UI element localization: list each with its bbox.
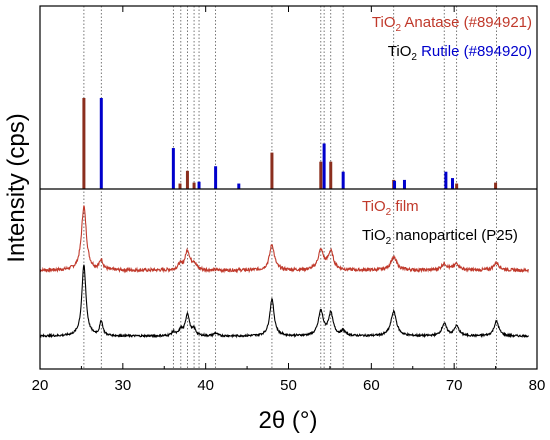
legend-nanoparticle-suffix: nanoparticel (P25): [391, 227, 518, 244]
legend-nanoparticle: TiO2 nanoparticel (P25): [362, 227, 518, 247]
legend-rutile-suffix: Rutile (#894920): [421, 43, 532, 60]
diffraction-patterns: [39, 205, 530, 339]
legend-rutile-sub: 2: [411, 52, 417, 63]
legend-nanoparticle-prefix: TiO: [362, 227, 386, 244]
plot-frame: [39, 5, 538, 370]
legend-anatase-suffix: Anatase (#894921): [401, 14, 532, 31]
x-tick-label: 20: [32, 377, 49, 394]
legend-anatase-sub: 2: [396, 23, 402, 34]
legend-nanoparticle-sub: 2: [386, 236, 392, 247]
y-axis-title: Intensity (cps): [3, 113, 30, 262]
pattern-line: [39, 264, 530, 339]
x-axis-title: 2θ (°): [259, 407, 318, 434]
legend-rutile: TiO2 Rutile (#894920): [388, 43, 532, 63]
legend-film-prefix: TiO: [362, 198, 386, 215]
legend-film: TiO2 film: [362, 198, 419, 218]
reference-sticks: [82, 98, 498, 189]
x-tick-label: 60: [363, 377, 380, 394]
pattern-line: [39, 205, 529, 274]
legend-film-suffix: film: [391, 198, 419, 215]
x-axis-ticks: 20 30 40 50 60 70 80: [32, 6, 546, 394]
x-tick-label: 50: [280, 377, 297, 394]
legend-anatase-prefix: TiO: [372, 14, 396, 31]
x-tick-label: 70: [446, 377, 463, 394]
x-tick-label: 40: [197, 377, 214, 394]
reference-lines: [83, 6, 497, 369]
legend-film-sub: 2: [386, 207, 392, 218]
x-tick-label: 30: [114, 377, 131, 394]
x-tick-label: 80: [529, 377, 546, 394]
legend-anatase: TiO2 Anatase (#894921): [372, 14, 532, 34]
legend-rutile-prefix: TiO: [388, 43, 412, 60]
